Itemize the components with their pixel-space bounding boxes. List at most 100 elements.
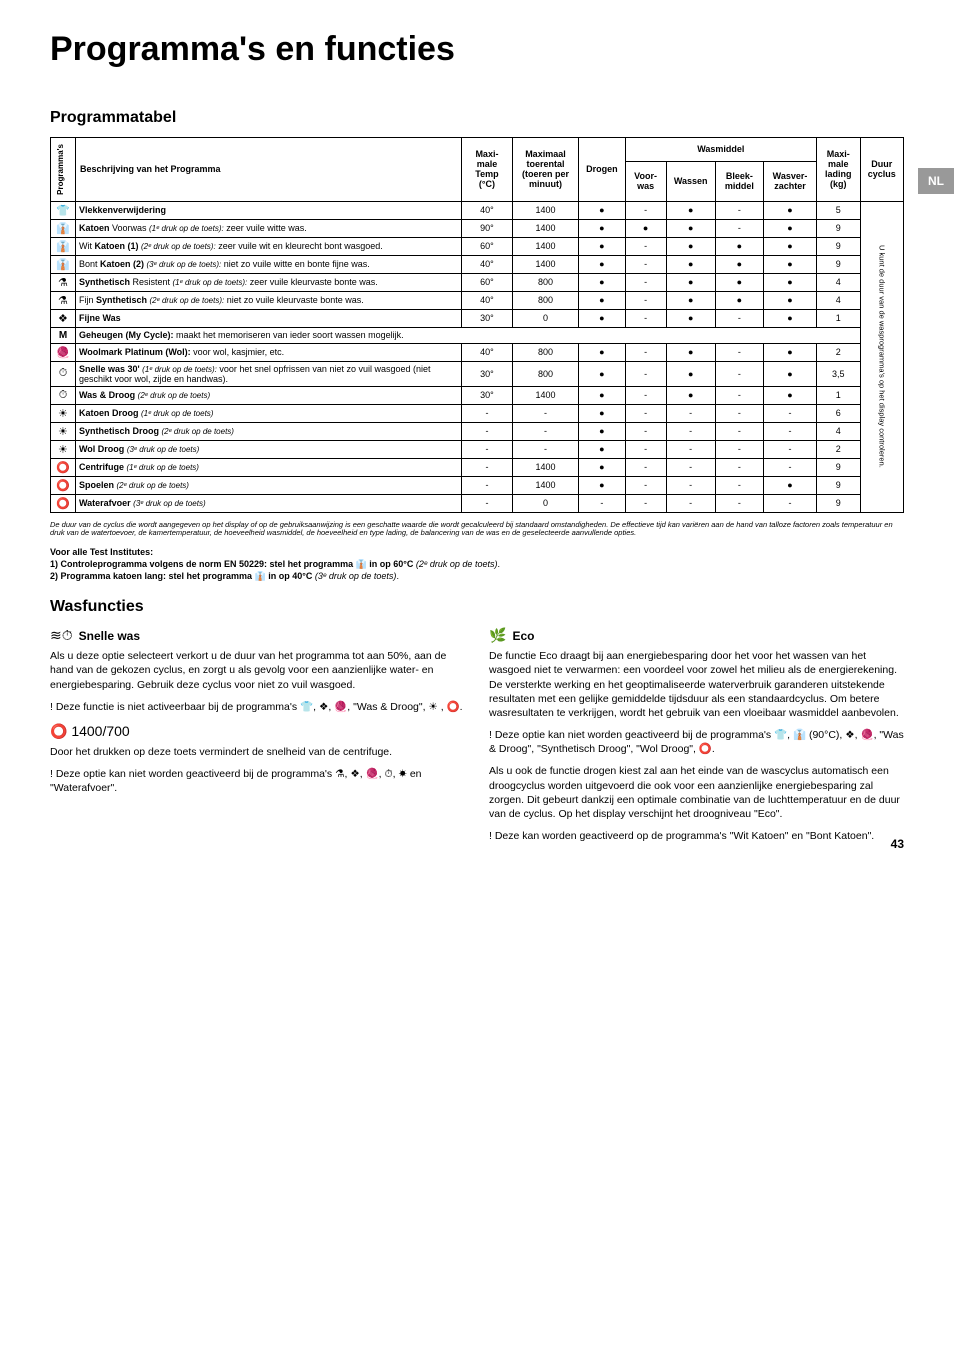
- row-rpm: 800: [512, 291, 578, 309]
- table-row: ⭕Spoelen (2ᵉ druk op de toets)-1400●---●…: [51, 476, 904, 494]
- row-voor: ●: [625, 219, 666, 237]
- row-drogen: ●: [579, 201, 625, 219]
- rpm-p2: ! Deze optie kan niet worden geactiveerd…: [50, 767, 465, 795]
- rpm-head: ⭕ 1400/700: [50, 722, 465, 741]
- row-bleek: -: [715, 361, 763, 386]
- row-voor: -: [625, 476, 666, 494]
- row-lading: 9: [817, 219, 860, 237]
- row-voor: -: [625, 343, 666, 361]
- row-drogen: ●: [579, 476, 625, 494]
- row-desc: Katoen Droog (1ᵉ druk op de toets): [75, 404, 461, 422]
- row-desc: Centrifuge (1ᵉ druk op de toets): [75, 458, 461, 476]
- test-line2: 2) Programma katoen lang: stel het progr…: [50, 571, 904, 583]
- col-duur: Duur cyclus: [860, 138, 904, 202]
- row-icon: ⭕: [51, 494, 76, 512]
- row-desc: Vlekkenverwijdering: [75, 201, 461, 219]
- row-wassen: ●: [666, 343, 715, 361]
- page-title: Programma's en functies: [50, 30, 904, 69]
- eco-p4: ! Deze kan worden geactiveerd op de prog…: [489, 829, 904, 843]
- snelle-was-p1: Als u deze optie selecteert verkort u de…: [50, 649, 465, 692]
- row-temp: -: [462, 404, 513, 422]
- row-zachter: -: [763, 422, 816, 440]
- row-bleek: -: [715, 404, 763, 422]
- row-zachter: -: [763, 404, 816, 422]
- row-zachter: ●: [763, 361, 816, 386]
- row-icon: ☀: [51, 440, 76, 458]
- row-lading: 1: [817, 309, 860, 327]
- row-lading: 5: [817, 201, 860, 219]
- row-zachter: -: [763, 458, 816, 476]
- duur-side-cell: U kunt de duur van de wasprogramma's op …: [860, 201, 904, 512]
- table-row: ⏱Snelle was 30' (1ᵉ druk op de toets): v…: [51, 361, 904, 386]
- table-row: ☀Katoen Droog (1ᵉ druk op de toets)--●--…: [51, 404, 904, 422]
- row-wassen: -: [666, 458, 715, 476]
- lbl: male: [828, 159, 849, 169]
- col-drogen: Drogen: [579, 138, 625, 202]
- row-bleek: ●: [715, 255, 763, 273]
- programmatabel-heading: Programmatabel: [50, 109, 904, 127]
- row-desc: Synthetisch Droog (2ᵉ druk op de toets): [75, 422, 461, 440]
- row-icon: 👔: [51, 255, 76, 273]
- row-rpm: 1400: [512, 458, 578, 476]
- eco-title: Eco: [512, 628, 534, 644]
- row-drogen: ●: [579, 237, 625, 255]
- row-zachter: -: [763, 494, 816, 512]
- row-desc: Bont Katoen (2) (3ᵉ druk op de toets): n…: [75, 255, 461, 273]
- row-wassen: ●: [666, 386, 715, 404]
- row-icon: ⭕: [51, 458, 76, 476]
- row-bleek: -: [715, 201, 763, 219]
- row-bleek: -: [715, 422, 763, 440]
- row-temp: 90°: [462, 219, 513, 237]
- row-temp: 40°: [462, 343, 513, 361]
- row-rpm: 0: [512, 309, 578, 327]
- row-lading: 1: [817, 386, 860, 404]
- row-icon: 👔: [51, 237, 76, 255]
- row-temp: 30°: [462, 309, 513, 327]
- left-column: ≋⏱ Snelle was Als u deze optie selecteer…: [50, 626, 465, 851]
- row-wassen: -: [666, 476, 715, 494]
- test-institutes: Voor alle Test Institutes: 1) Controlepr…: [50, 547, 904, 582]
- row-zachter: ●: [763, 219, 816, 237]
- table-row: 👕Vlekkenverwijdering40°1400●-●-●5U kunt …: [51, 201, 904, 219]
- row-temp: -: [462, 458, 513, 476]
- table-row: ☀Wol Droog (3ᵉ druk op de toets)--●----2: [51, 440, 904, 458]
- row-voor: -: [625, 291, 666, 309]
- col-wasmiddel: Wasmiddel: [625, 138, 816, 162]
- table-row: ⏱Was & Droog (2ᵉ druk op de toets)30°140…: [51, 386, 904, 404]
- row-icon: ⏱: [51, 386, 76, 404]
- row-icon: ⚗: [51, 273, 76, 291]
- row-rpm: -: [512, 440, 578, 458]
- row-icon: 👕: [51, 201, 76, 219]
- row-bleek: -: [715, 219, 763, 237]
- lbl: Maximaal: [525, 149, 566, 159]
- row-lading: 4: [817, 291, 860, 309]
- lbl: male: [477, 159, 498, 169]
- row-icon: 🧶: [51, 343, 76, 361]
- row-icon: ❖: [51, 309, 76, 327]
- wasfuncties-columns: ≋⏱ Snelle was Als u deze optie selecteer…: [50, 626, 904, 851]
- table-row: 👔Katoen Voorwas (1ᵉ druk op de toets): z…: [51, 219, 904, 237]
- language-tab: NL: [918, 168, 954, 194]
- row-bleek: ●: [715, 273, 763, 291]
- table-row: 👔Wit Katoen (1) (2ᵉ druk op de toets): z…: [51, 237, 904, 255]
- test-title: Voor alle Test Institutes:: [50, 547, 904, 559]
- row-wassen: -: [666, 440, 715, 458]
- row-rpm: 0: [512, 494, 578, 512]
- row-drogen: ●: [579, 361, 625, 386]
- row-drogen: ●: [579, 458, 625, 476]
- lbl: Maxi-: [827, 149, 850, 159]
- row-icon: ☀: [51, 404, 76, 422]
- row-voor: -: [625, 255, 666, 273]
- row-bleek: -: [715, 386, 763, 404]
- row-temp: 60°: [462, 273, 513, 291]
- row-temp: 40°: [462, 201, 513, 219]
- lbl: (kg): [830, 179, 847, 189]
- lbl: (toeren per: [522, 169, 569, 179]
- row-rpm: 1400: [512, 476, 578, 494]
- row-lading: 9: [817, 476, 860, 494]
- row-desc: Was & Droog (2ᵉ druk op de toets): [75, 386, 461, 404]
- row-desc: Spoelen (2ᵉ druk op de toets): [75, 476, 461, 494]
- row-lading: 2: [817, 440, 860, 458]
- row-icon: ☀: [51, 422, 76, 440]
- table-row: ☀Synthetisch Droog (2ᵉ druk op de toets)…: [51, 422, 904, 440]
